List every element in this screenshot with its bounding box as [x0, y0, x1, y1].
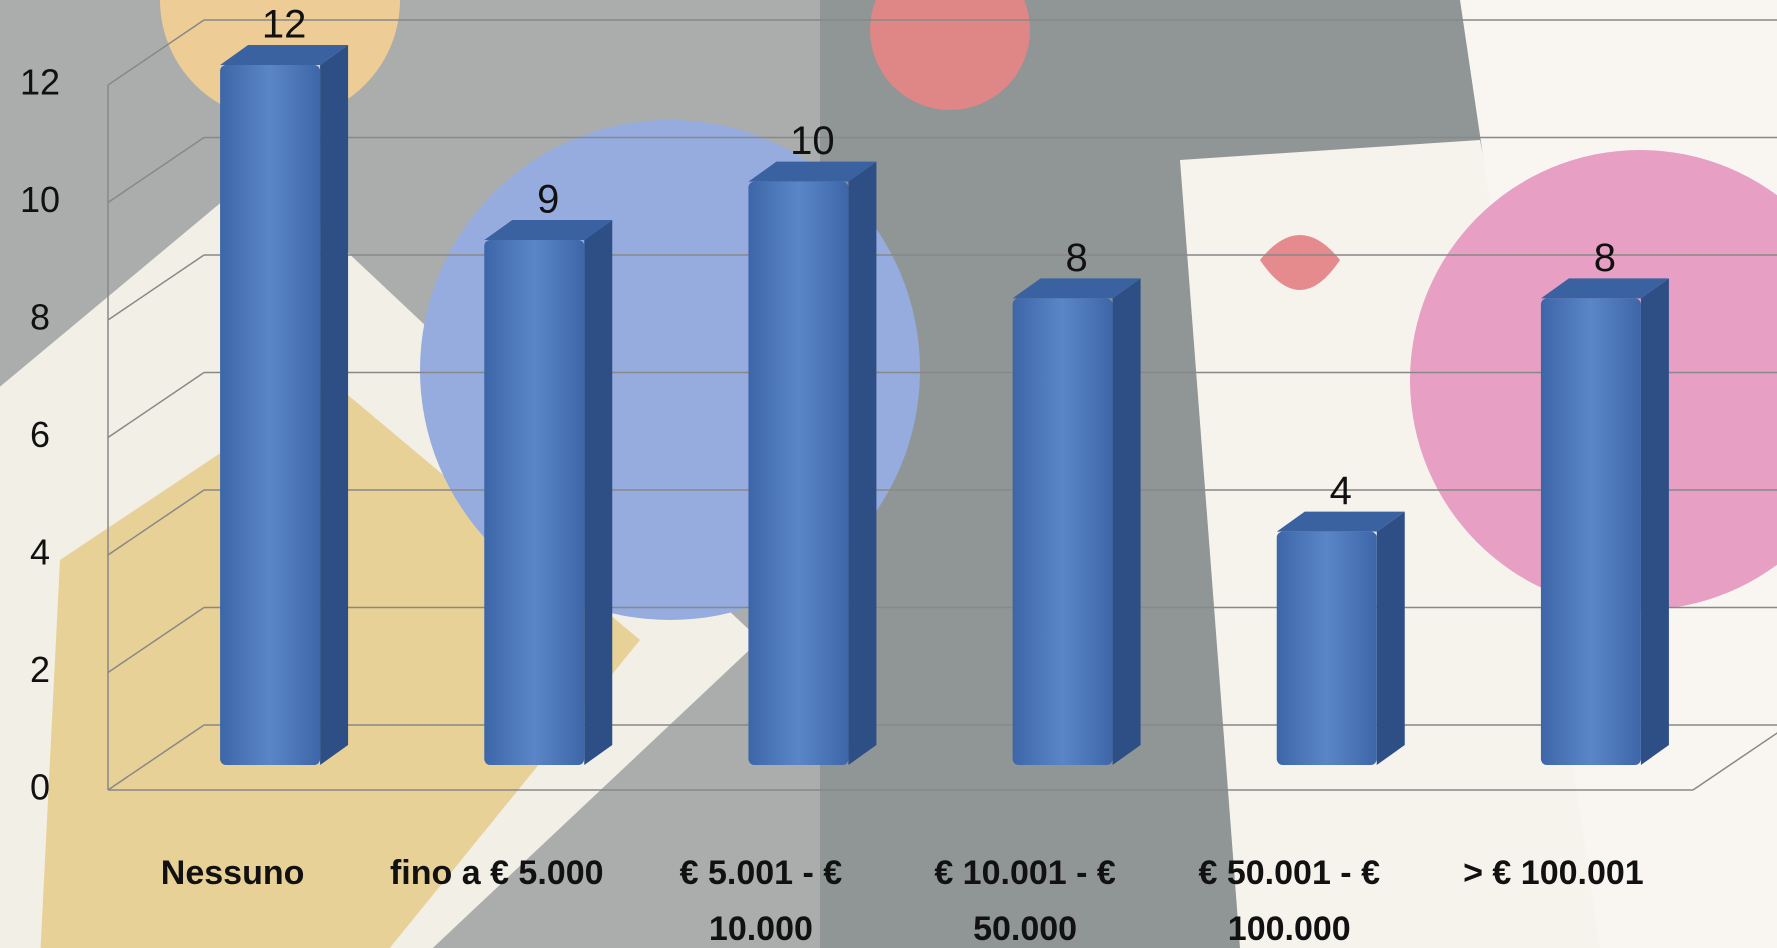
bar-side — [320, 45, 348, 765]
bar — [748, 182, 848, 765]
bar-side — [1641, 278, 1669, 765]
bar-side — [584, 220, 612, 765]
y-tick-label: 6 — [30, 414, 50, 455]
bar — [1277, 532, 1377, 765]
x-tick-label: Nessuno — [115, 845, 350, 901]
data-label: 8 — [1594, 236, 1616, 280]
y-tick-label: 10 — [20, 179, 60, 220]
bar-side — [1113, 278, 1141, 765]
x-tick-label: € 50.001 - € 100.000 — [1172, 845, 1407, 948]
data-label: 9 — [537, 178, 559, 222]
y-tick-label: 4 — [30, 532, 50, 573]
data-label: 10 — [790, 119, 835, 163]
x-tick-label: fino a € 5.000 — [379, 845, 614, 901]
bar — [1541, 298, 1641, 765]
bar — [220, 65, 320, 765]
data-label: 4 — [1330, 469, 1352, 513]
bar — [1013, 298, 1113, 765]
x-tick-label: € 5.001 - € 10.000 — [643, 845, 878, 948]
bar — [484, 240, 584, 765]
data-label: 8 — [1065, 236, 1087, 280]
bar-side — [1377, 512, 1405, 765]
y-tick-label: 0 — [30, 767, 50, 808]
y-tick-label: 12 — [20, 62, 60, 103]
x-tick-label: € 10.001 - € 50.000 — [908, 845, 1143, 948]
page: 0 2 4 6 8 10 12 12 9 10 8 4 8 Nessuno fino a € 5.000… — [0, 0, 1777, 948]
x-tick-label: > € 100.001 — [1436, 845, 1671, 901]
y-tick-label: 8 — [30, 297, 50, 338]
chart: 0 2 4 6 8 10 12 12 9 10 8 4 8 — [0, 0, 1777, 948]
data-label: 12 — [262, 3, 307, 47]
bar-side — [848, 162, 876, 765]
y-tick-label: 2 — [30, 649, 50, 690]
